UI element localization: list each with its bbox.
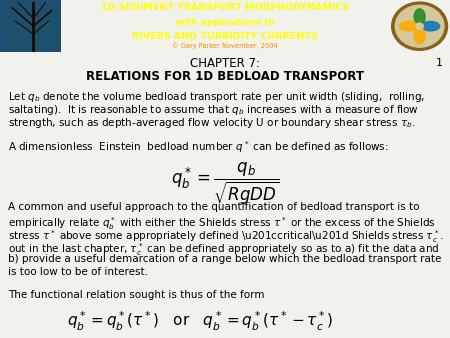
Text: out in the last chapter, $\tau_c^*$ can be defined appropriately so as to a) fit: out in the last chapter, $\tau_c^*$ can … [8, 241, 439, 258]
Text: © Gary Parker November, 2004: © Gary Parker November, 2004 [172, 42, 278, 49]
Text: RIVERS AND TURBIDITY CURRENTS: RIVERS AND TURBIDITY CURRENTS [132, 32, 318, 42]
Text: strength, such as depth-averaged flow velocity U or boundary shear stress $\tau_: strength, such as depth-averaged flow ve… [8, 116, 415, 130]
Ellipse shape [422, 22, 440, 31]
Text: A common and useful approach to the quantification of bedload transport is to: A common and useful approach to the quan… [8, 202, 419, 212]
Circle shape [395, 5, 444, 47]
Text: b) provide a useful demarcation of a range below which the bedload transport rat: b) provide a useful demarcation of a ran… [8, 255, 441, 264]
Text: A dimensionless  Einstein  bedload number $q^*$ can be defined as follows:: A dimensionless Einstein bedload number … [8, 139, 389, 155]
Text: Let $q_b$ denote the volume bedload transport rate per unit width (sliding,  rol: Let $q_b$ denote the volume bedload tran… [8, 90, 425, 104]
Circle shape [392, 2, 448, 50]
Text: is too low to be of interest.: is too low to be of interest. [8, 267, 148, 277]
Ellipse shape [414, 9, 425, 25]
Text: RELATIONS FOR 1D BEDLOAD TRANSPORT: RELATIONS FOR 1D BEDLOAD TRANSPORT [86, 70, 364, 83]
Text: $q^*_b = \dfrac{q_b}{\sqrt{RgDD}}$: $q^*_b = \dfrac{q_b}{\sqrt{RgDD}}$ [171, 161, 279, 207]
Ellipse shape [414, 28, 425, 44]
Text: with applications to: with applications to [176, 18, 274, 27]
Text: saltating).  It is reasonable to assume that $q_b$ increases with a measure of f: saltating). It is reasonable to assume t… [8, 103, 419, 117]
Circle shape [416, 23, 423, 29]
Text: 1D SEDIMENT TRANSPORT MORPHODYNAMICS: 1D SEDIMENT TRANSPORT MORPHODYNAMICS [101, 3, 349, 11]
Text: $q^*_b = q^*_b(\tau^*)$   or   $q^*_b = q^*_b(\tau^* - \tau^*_c)$: $q^*_b = q^*_b(\tau^*)$ or $q^*_b = q^*_… [67, 309, 333, 333]
Text: The functional relation sought is thus of the form: The functional relation sought is thus o… [8, 290, 265, 300]
Text: empirically relate $q_b^*$ with either the Shields stress $\tau^*$ or the excess: empirically relate $q_b^*$ with either t… [8, 215, 436, 232]
Text: CHAPTER 7:: CHAPTER 7: [190, 57, 260, 70]
Text: stress $\tau^*$ above some appropriately defined \u201ccritical\u201d Shields st: stress $\tau^*$ above some appropriately… [8, 228, 450, 245]
Ellipse shape [400, 22, 418, 31]
Text: 1: 1 [436, 58, 443, 68]
